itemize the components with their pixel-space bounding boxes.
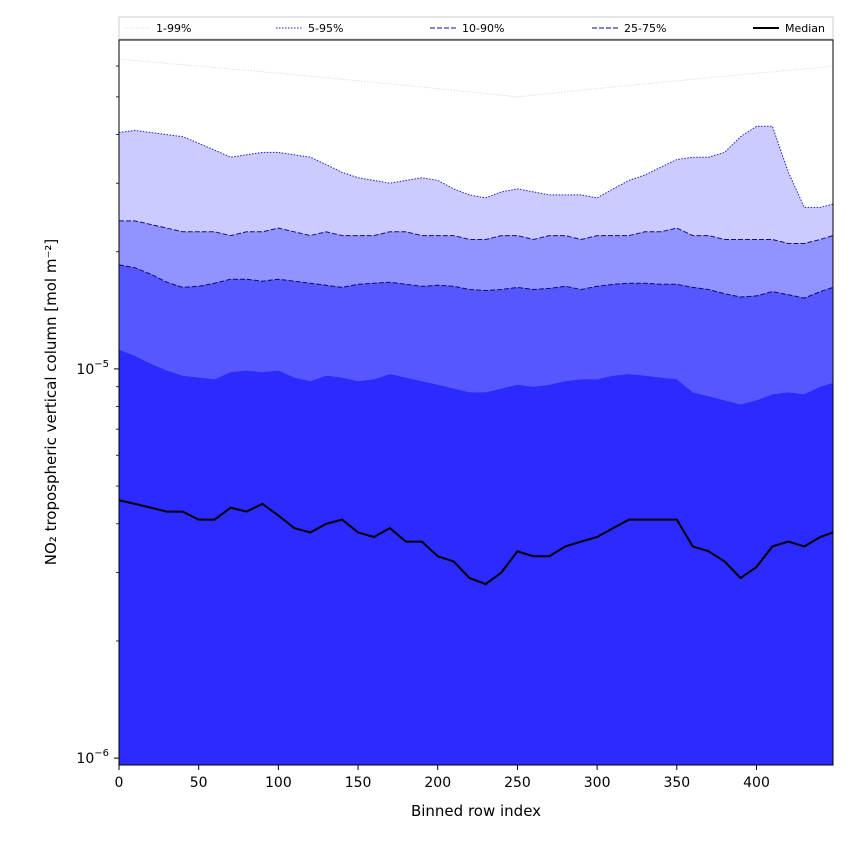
x-tick-label: 200 [424, 775, 451, 791]
legend-label: Median [785, 22, 825, 35]
y-axis-label: NO₂ tropospheric vertical column [mol m⁻… [42, 239, 60, 565]
x-tick-label: 50 [190, 775, 208, 791]
legend-label: 1-99% [156, 22, 191, 35]
series-line-median [119, 499, 833, 586]
x-tick-label: 350 [663, 775, 690, 791]
x-tick-label: 100 [265, 775, 292, 791]
x-tick-label: 400 [743, 775, 770, 791]
legend-label: 25-75% [624, 22, 666, 35]
series-line-1-99- [119, 58, 833, 98]
x-tick-label: 300 [584, 775, 611, 791]
legend-label: 10-90% [462, 22, 504, 35]
x-axis: 0 50 100 150 200 250 300 350 400 [115, 765, 770, 791]
plot-frame [118, 39, 834, 766]
x-tick-label: 0 [115, 775, 124, 791]
y-tick-label: 10−6 [76, 748, 109, 767]
x-tick-label: 250 [504, 775, 531, 791]
series-line-10-90- [119, 220, 833, 244]
legend-label: 5-95% [308, 22, 343, 35]
y-tick-label: 10−5 [76, 359, 109, 378]
legend-box [118, 16, 834, 40]
x-axis-label: Binned row index [411, 802, 541, 820]
series-line-5-95- [119, 125, 833, 208]
series-line-25-75- [119, 264, 833, 299]
legend: 1-99% 5-95% 10-90% 25-75% Median [118, 16, 834, 40]
x-tick-label: 150 [345, 775, 372, 791]
y-axis: 10−5 10−6 [76, 65, 119, 767]
band-median [119, 349, 833, 765]
lines-layer [119, 58, 833, 586]
bands-layer [119, 59, 833, 765]
